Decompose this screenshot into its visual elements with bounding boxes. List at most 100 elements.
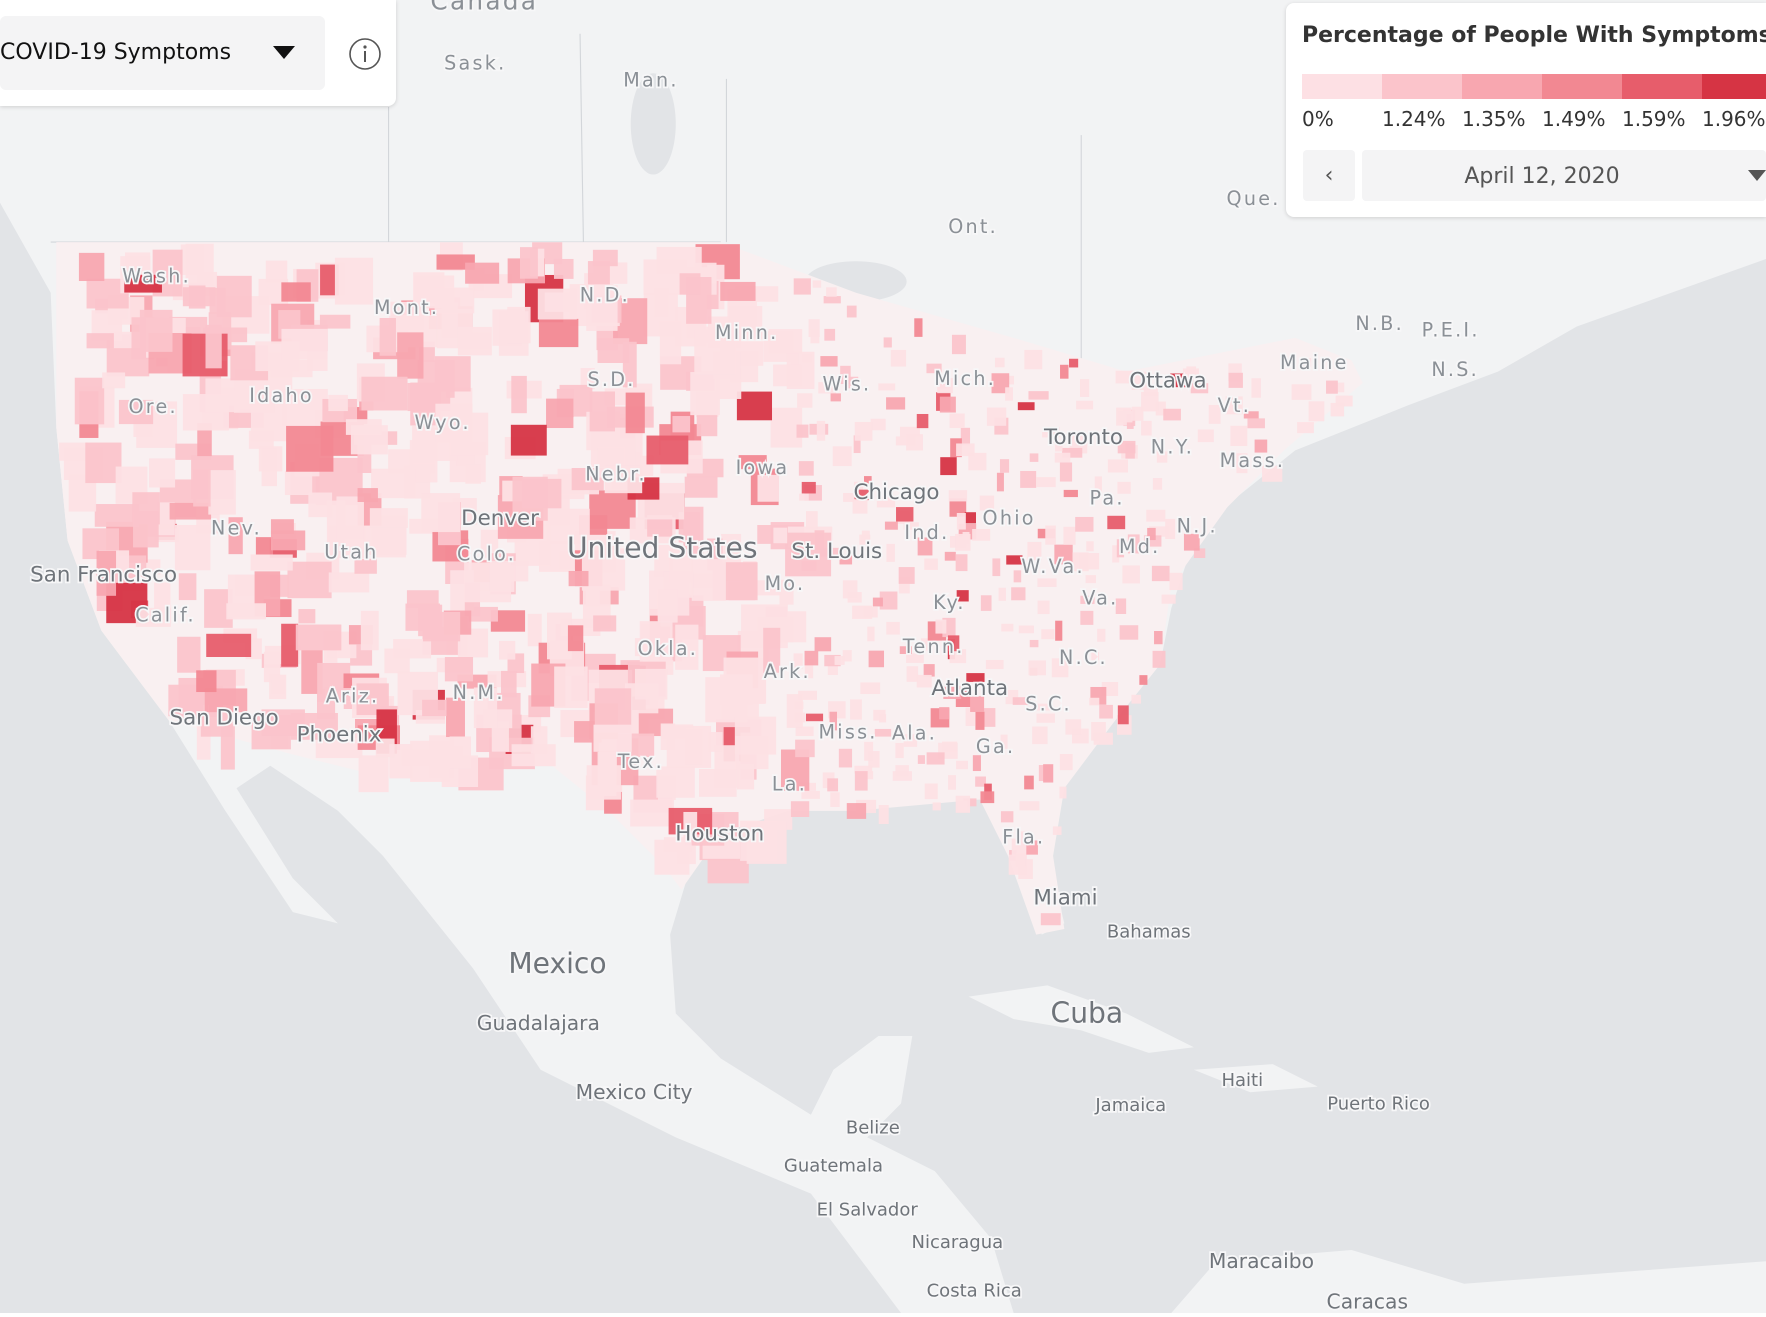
county-patch: [1045, 525, 1056, 545]
county-patch: [872, 597, 883, 607]
region-label: N.B.: [1355, 312, 1404, 335]
prev-date-button[interactable]: ‹: [1303, 150, 1355, 201]
county-patch: [975, 776, 986, 787]
metric-panel: COVID-19 Symptoms: [0, 0, 396, 106]
county-patch: [1063, 489, 1078, 498]
county-patch: [854, 765, 873, 774]
county-patch: [1139, 675, 1148, 685]
county-patch: [834, 656, 845, 665]
county-patch: [949, 649, 967, 664]
county-patch: [1015, 853, 1026, 867]
county-patch: [1228, 372, 1243, 388]
county-patch: [867, 626, 875, 642]
county-patch: [1059, 462, 1073, 482]
county-patch: [898, 567, 915, 584]
county-patch: [939, 707, 950, 720]
county-patch: [59, 442, 88, 461]
county-patch: [1225, 396, 1243, 415]
county-patch: [1163, 408, 1181, 421]
county-patch: [791, 351, 799, 370]
county-patch: [647, 515, 673, 537]
county-patch: [879, 591, 898, 610]
county-patch: [1040, 913, 1061, 926]
county-patch: [956, 512, 966, 530]
county-patch: [465, 464, 481, 484]
county-patch: [659, 321, 682, 365]
place-label: Mexico City: [576, 1080, 693, 1104]
region-label: Ind.: [904, 521, 949, 544]
county-patch: [843, 493, 854, 502]
county-patch: [102, 372, 126, 389]
county-patch: [808, 319, 820, 338]
county-patch: [295, 624, 342, 651]
county-patch: [1029, 453, 1039, 462]
county-patch: [956, 443, 975, 457]
county-patch: [999, 459, 1010, 473]
place-label: Caracas: [1327, 1289, 1408, 1313]
county-patch: [1097, 628, 1106, 642]
region-label: P.E.I.: [1422, 319, 1480, 342]
county-patch: [966, 673, 985, 682]
county-patch: [805, 713, 824, 722]
region-label: Mo.: [765, 572, 806, 595]
region-label: Ohio: [983, 507, 1036, 530]
county-patch: [1065, 719, 1082, 735]
county-patch: [604, 465, 643, 494]
county-patch: [261, 709, 305, 736]
place-label: Puerto Rico: [1327, 1094, 1430, 1115]
county-patch: [206, 633, 252, 658]
info-button[interactable]: [348, 37, 382, 71]
county-patch: [852, 499, 868, 514]
region-label: Colo.: [457, 543, 516, 566]
region-label: Que.: [1227, 187, 1281, 210]
metric-label: COVID-19 Symptoms: [0, 40, 232, 65]
county-patch: [435, 403, 473, 443]
county-patch: [816, 420, 826, 441]
county-patch: [916, 413, 929, 429]
county-patch: [568, 570, 589, 587]
county-patch: [1337, 382, 1345, 393]
county-patch: [200, 712, 233, 737]
county-patch: [690, 372, 720, 416]
county-patch: [265, 260, 288, 283]
county-patch: [992, 558, 1001, 577]
county-patch: [768, 329, 803, 354]
county-patch: [924, 558, 938, 570]
county-patch: [1029, 639, 1039, 648]
county-patch: [1117, 410, 1133, 423]
county-patch: [393, 639, 432, 659]
county-patch: [261, 448, 277, 487]
county-patch: [985, 659, 1004, 670]
county-patch: [773, 364, 802, 387]
county-patch: [135, 607, 171, 627]
county-patch: [874, 728, 892, 737]
county-patch: [956, 590, 969, 602]
county-patch: [1043, 764, 1054, 783]
region-label: Md.: [1119, 535, 1160, 558]
place-label: El Salvador: [817, 1200, 919, 1221]
county-patch: [1154, 631, 1163, 645]
county-patch: [589, 391, 616, 432]
region-label: N.D.: [580, 284, 630, 307]
county-patch: [906, 434, 923, 451]
date-dropdown[interactable]: April 12, 2020: [1362, 150, 1766, 201]
county-patch: [1291, 384, 1312, 400]
county-patch: [580, 368, 595, 390]
metric-dropdown[interactable]: COVID-19 Symptoms: [0, 16, 325, 90]
county-patch: [1011, 838, 1027, 856]
county-patch: [798, 461, 814, 476]
region-label: Ont.: [948, 215, 998, 238]
county-patch: [1107, 515, 1126, 530]
county-patch: [860, 682, 881, 695]
region-label: S.C.: [1025, 692, 1072, 715]
county-patch: [480, 529, 499, 558]
region-label: Man.: [623, 69, 678, 92]
county-patch: [1020, 831, 1032, 844]
county-patch: [790, 549, 802, 560]
legend-label: 1.96%: [1702, 107, 1766, 131]
region-label: Nebr.: [585, 463, 647, 486]
county-patch: [1254, 439, 1268, 453]
region-label: Tex.: [617, 750, 664, 773]
county-patch: [1037, 600, 1050, 615]
county-patch: [801, 561, 817, 571]
